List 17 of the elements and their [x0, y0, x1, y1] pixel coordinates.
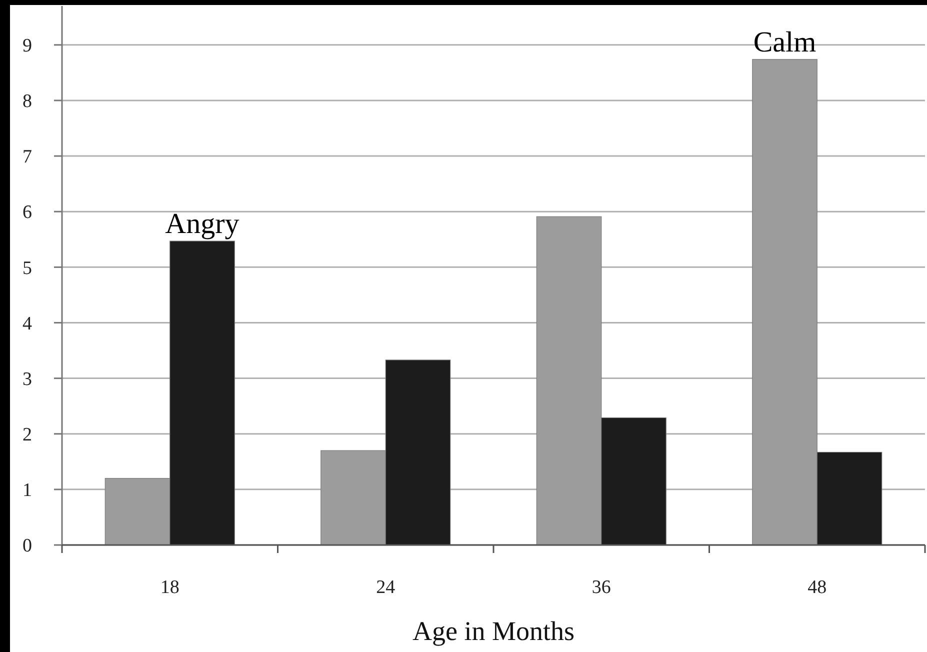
y-tick-label: 9 — [22, 36, 32, 57]
y-tick-label: 2 — [22, 424, 32, 446]
y-tick-label: 8 — [22, 91, 32, 112]
x-tick-label: 24 — [376, 577, 396, 598]
x-tick-label: 36 — [592, 577, 611, 598]
x-tick-label: 48 — [808, 577, 827, 598]
y-tick-label: 1 — [22, 480, 32, 502]
y-tick-label: 0 — [22, 536, 32, 557]
series-label: Angry — [165, 208, 240, 240]
y-tick-label: 7 — [22, 146, 32, 168]
x-axis-title: Age in Months — [412, 616, 574, 646]
y-tick-label: 5 — [22, 258, 32, 279]
series-label: Calm — [753, 26, 817, 58]
y-tick-label: 4 — [22, 313, 32, 334]
y-tick-label: 3 — [22, 368, 32, 390]
y-tick-label: 6 — [22, 202, 32, 224]
x-tick-label: 18 — [160, 577, 180, 598]
